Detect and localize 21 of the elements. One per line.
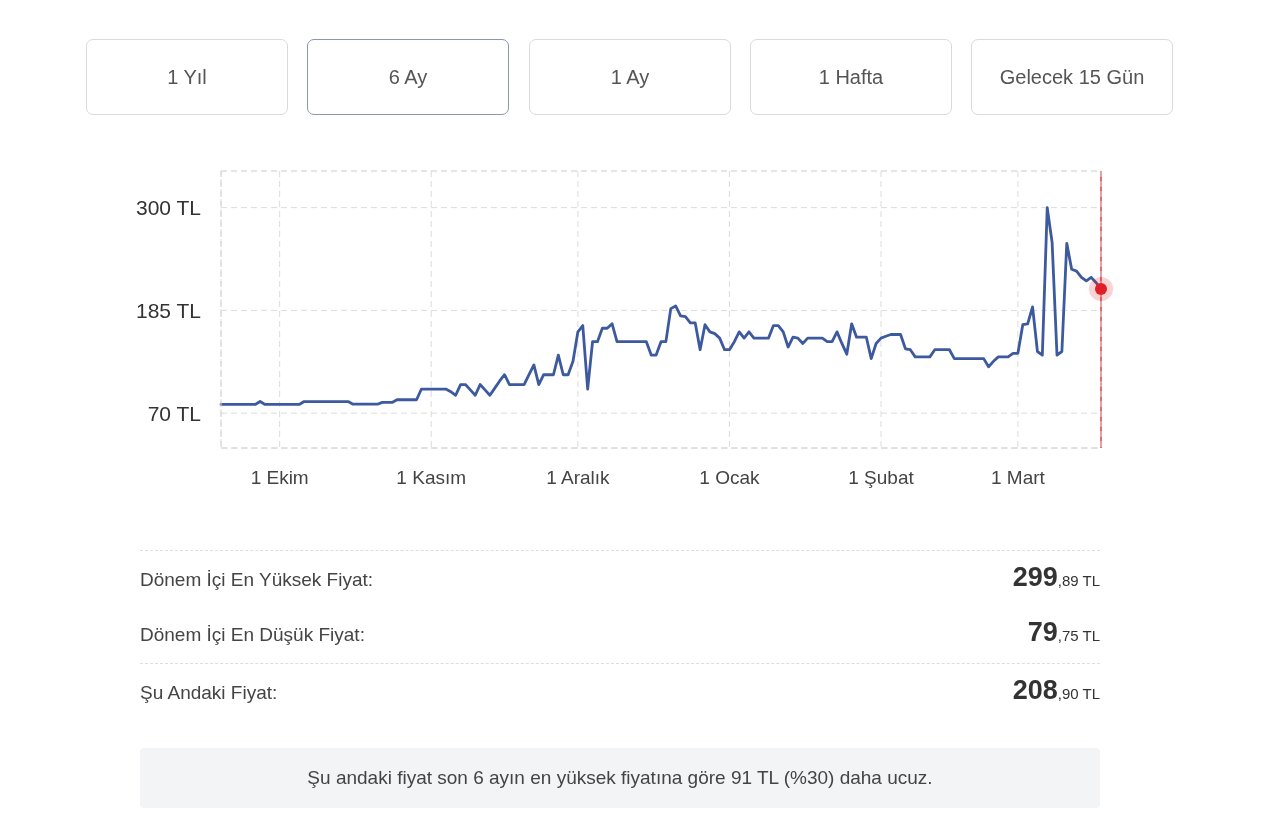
period-button[interactable]: 1 Ay xyxy=(529,39,731,115)
y-tick-label: 185 TL xyxy=(136,298,201,322)
x-tick-label: 1 Ocak xyxy=(699,467,761,489)
text: Dönem İçi En Düşük Fiyat: xyxy=(140,623,365,647)
period-button[interactable]: 6 Ay xyxy=(307,39,509,115)
text: Dönem İçi En Yüksek Fiyat: xyxy=(140,568,374,592)
x-tick-label: 1 Mart xyxy=(990,467,1046,489)
text: 79,75 TL xyxy=(1027,617,1100,647)
period-button[interactable]: 1 Hafta xyxy=(750,39,952,115)
y-tick-label: 300 TL xyxy=(136,196,201,220)
y-tick-label: 70 TL xyxy=(147,401,201,425)
text: 208,90 TL xyxy=(1012,675,1100,705)
text: 299,89 TL xyxy=(1012,562,1100,592)
x-tick-label: 1 Ekim xyxy=(250,467,309,489)
period-button[interactable]: Gelecek 15 Gün xyxy=(971,39,1173,115)
text: Şu andaki fiyat son 6 ayın en yüksek fiyatına göre 91 TL (%30) daha ucuz. xyxy=(140,748,1100,808)
x-tick-label: 1 Şubat xyxy=(848,467,915,489)
x-tick-label: 1 Aralık xyxy=(546,467,611,489)
text: Şu Andaki Fiyat: xyxy=(140,681,278,705)
x-tick-label: 1 Kasım xyxy=(396,467,467,489)
period-button[interactable]: 1 Yıl xyxy=(86,39,288,115)
